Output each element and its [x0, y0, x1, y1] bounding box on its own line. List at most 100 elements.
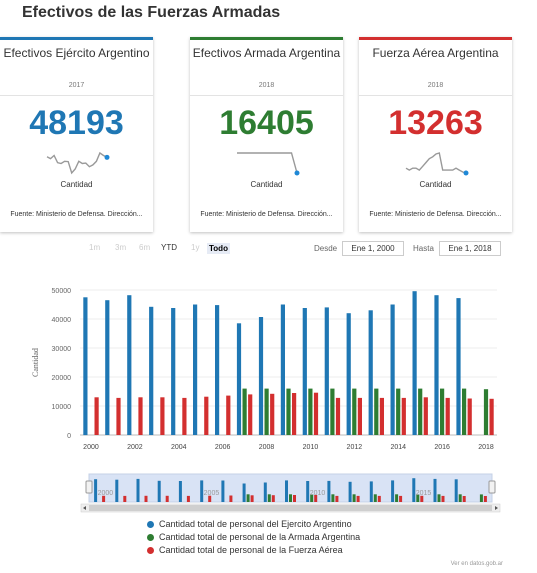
sparkline-label: Cantidad: [419, 180, 452, 189]
navigator-left-handle[interactable]: [85, 480, 93, 494]
bar-aerea-2007[interactable]: [248, 394, 253, 435]
bar-armada-2007[interactable]: [242, 388, 247, 435]
bar-ejercito-2001[interactable]: [105, 300, 110, 435]
bar-ejercito-2015[interactable]: [412, 291, 417, 435]
range-button-all[interactable]: Todo: [207, 243, 230, 254]
legend-label: Cantidad total de personal de la Armada …: [159, 532, 361, 542]
bar-ejercito-2011[interactable]: [324, 307, 329, 435]
range-button-ytd[interactable]: YTD: [161, 243, 177, 252]
navigator-bar: [458, 494, 462, 502]
y-tick-label: 50000: [52, 288, 72, 295]
scroll-right-arrow-icon[interactable]: [495, 506, 498, 510]
navigator-bar: [263, 482, 267, 502]
bar-aerea-2018[interactable]: [489, 398, 494, 436]
card-divider: [359, 95, 512, 96]
range-from-input[interactable]: Ene 1, 2000: [342, 241, 404, 256]
bar-ejercito-2010[interactable]: [302, 308, 307, 435]
bar-ejercito-2014[interactable]: [390, 304, 395, 436]
navigator-right-handle[interactable]: [488, 480, 496, 494]
bar-armada-2014[interactable]: [396, 388, 401, 435]
kpi-card-armada[interactable]: Efectivos Armada Argentina 2018 16405 Ca…: [190, 37, 343, 232]
bar-aerea-2003[interactable]: [160, 397, 165, 435]
bar-ejercito-2004[interactable]: [171, 308, 176, 435]
bar-aerea-2017[interactable]: [467, 398, 472, 436]
legend-item-armada[interactable]: Cantidad total de personal de la Armada …: [147, 531, 360, 544]
y-tick-label: 30000: [52, 346, 72, 353]
card-title: Efectivos Armada Argentina: [192, 46, 341, 60]
navigator-bar: [246, 494, 250, 502]
bar-aerea-2002[interactable]: [138, 397, 143, 435]
bar-ejercito-2000[interactable]: [83, 297, 88, 436]
bar-aerea-2004[interactable]: [182, 397, 187, 435]
navigator-label: 2010: [310, 490, 326, 497]
bar-aerea-2008[interactable]: [270, 393, 275, 435]
legend-marker: [147, 534, 154, 541]
bar-ejercito-2008[interactable]: [258, 317, 264, 435]
bar-ejercito-2009[interactable]: [280, 304, 285, 436]
bar-armada-2018[interactable]: [483, 389, 489, 435]
bar-armada-2010[interactable]: [308, 388, 313, 435]
x-tick-label: 2002: [127, 444, 143, 451]
sparkline-label: Cantidad: [250, 180, 283, 189]
bar-armada-2017[interactable]: [462, 388, 467, 435]
range-button-3m[interactable]: 3m: [115, 243, 127, 252]
range-button-1y[interactable]: 1y: [191, 243, 200, 252]
range-to-input[interactable]: Ene 1, 2018: [439, 241, 501, 256]
navigator-bar: [123, 495, 127, 502]
legend-marker: [147, 547, 154, 554]
navigator-bar: [144, 495, 148, 502]
card-value: 16405: [219, 104, 314, 142]
bar-aerea-2012[interactable]: [357, 397, 362, 435]
bar-aerea-2015[interactable]: [423, 397, 428, 435]
navigator-bar: [229, 495, 233, 502]
bar-ejercito-2007[interactable]: [236, 323, 242, 435]
bar-aerea-2013[interactable]: [379, 397, 384, 435]
bar-armada-2013[interactable]: [374, 388, 379, 435]
bar-armada-2008[interactable]: [264, 388, 269, 435]
legend-item-fuerza-aerea[interactable]: Cantidad total de personal de la Fuerza …: [147, 544, 360, 557]
legend-label: Cantidad total de personal de la Fuerza …: [159, 545, 343, 555]
kpi-card-ejercito[interactable]: Efectivos Ejército Argentino 2017 48193 …: [0, 37, 153, 232]
bar-chart[interactable]: 0 10000 20000 30000 40000 50000 Cantidad 2000 20…: [0, 280, 537, 515]
scrollbar-thumb[interactable]: [89, 505, 492, 511]
range-button-6m[interactable]: 6m: [139, 243, 151, 252]
bar-ejercito-2013[interactable]: [368, 310, 373, 435]
bar-armada-2011[interactable]: [330, 388, 335, 435]
bar-aerea-2005[interactable]: [204, 396, 209, 435]
legend-item-ejercito[interactable]: Cantidad total de personal del Ejercito …: [147, 518, 360, 531]
bar-aerea-2001[interactable]: [116, 397, 121, 435]
y-tick-label: 40000: [52, 317, 72, 324]
card-source[interactable]: Fuente: Ministerio de Defensa. Dirección…: [369, 211, 502, 218]
y-tick-label: 0: [67, 433, 71, 440]
navigator-bar: [412, 478, 416, 502]
sparkline-end-marker: [104, 154, 110, 160]
bar-aerea-2010[interactable]: [313, 392, 319, 435]
bar-ejercito-2003[interactable]: [149, 306, 154, 435]
bar-ejercito-2016[interactable]: [434, 295, 439, 435]
bar-ejercito-2006[interactable]: [215, 305, 220, 435]
bar-armada-2015[interactable]: [418, 388, 423, 435]
bar-aerea-2011[interactable]: [335, 397, 341, 435]
scroll-left-arrow-icon[interactable]: [83, 506, 86, 510]
card-source[interactable]: Fuente: Ministerio de Defensa. Dirección…: [10, 211, 143, 218]
bar-aerea-2014[interactable]: [401, 397, 406, 435]
bar-aerea-2016[interactable]: [445, 397, 450, 435]
bar-ejercito-2002[interactable]: [127, 295, 132, 435]
bar-aerea-2000[interactable]: [94, 397, 99, 435]
bar-ejercito-2005[interactable]: [193, 304, 198, 436]
bar-armada-2016[interactable]: [440, 388, 445, 435]
kpi-card-fuerza-aerea[interactable]: Fuerza Aérea Argentina 2018 13263 Cantid…: [359, 37, 512, 232]
bar-aerea-2009[interactable]: [292, 393, 297, 435]
range-button-1m[interactable]: 1m: [89, 243, 101, 252]
navigator-bar: [377, 495, 381, 502]
credit-link[interactable]: Ver en datos.gob.ar: [450, 561, 503, 567]
navigator-bar: [186, 495, 190, 502]
bar-armada-2009[interactable]: [286, 388, 291, 435]
bar-aerea-2006[interactable]: [226, 395, 231, 435]
navigator-bar: [306, 481, 310, 502]
card-source[interactable]: Fuente: Ministerio de Defensa. Dirección…: [200, 211, 333, 218]
bar-ejercito-2012[interactable]: [346, 313, 351, 435]
bar-ejercito-2017[interactable]: [456, 298, 461, 435]
navigator-bar: [352, 494, 356, 502]
bar-armada-2012[interactable]: [352, 388, 357, 435]
